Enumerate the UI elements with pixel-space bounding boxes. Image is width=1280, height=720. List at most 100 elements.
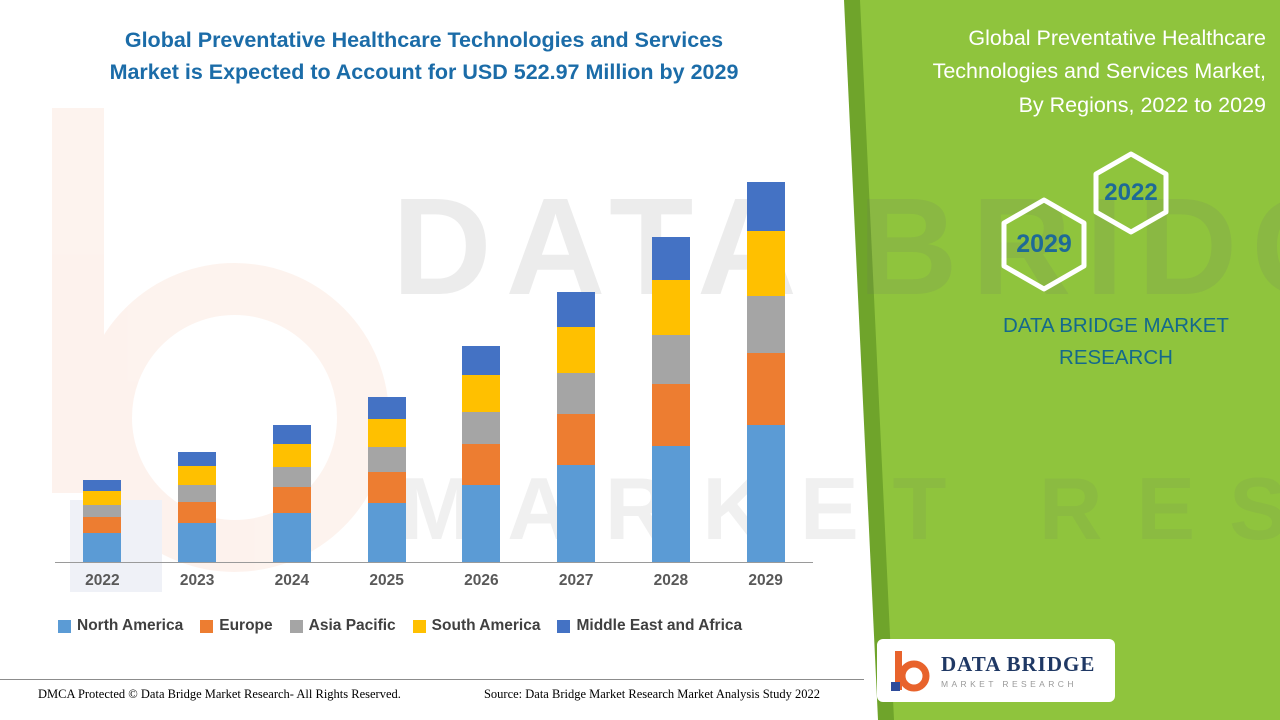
x-axis-labels: 2022 2023 2024 2025 2026 2027 2028 2029 xyxy=(55,572,813,590)
bar-segment-north-america xyxy=(178,522,217,562)
bar-segment-asia-pacific xyxy=(367,447,406,472)
data-bridge-logo-icon xyxy=(891,650,930,691)
x-axis-label: 2024 xyxy=(274,572,310,589)
side-panel-brand-text: DATA BRIDGE MARKET RESEARCH xyxy=(1003,314,1229,369)
stacked-bar xyxy=(557,291,596,562)
plot-area xyxy=(55,181,813,563)
hexagon-outline-icon xyxy=(1001,197,1087,292)
logo-name: DATA BRIDGE xyxy=(941,652,1096,676)
legend-item: Europe xyxy=(200,617,273,635)
bar-segment-north-america xyxy=(746,425,785,562)
legend-swatch-icon xyxy=(200,619,214,633)
chart-title-line1: Global Preventative Healthcare Technolog… xyxy=(124,28,724,52)
bar-segment-north-america xyxy=(367,503,406,562)
bar-segment-asia-pacific xyxy=(83,504,122,517)
bar-segment-europe xyxy=(83,516,122,533)
bar-segment-middle-east-and-africa xyxy=(367,397,406,419)
bar-segment-north-america xyxy=(272,513,311,562)
hexagon-2029: 2029 xyxy=(1000,197,1088,292)
legend-item: Middle East and Africa xyxy=(557,617,742,635)
legend-label: South America xyxy=(431,617,541,634)
bar-segment-south-america xyxy=(83,490,122,505)
bar-segment-asia-pacific xyxy=(272,466,311,488)
x-axis-label: 2027 xyxy=(558,572,594,589)
side-panel-background xyxy=(860,0,1280,720)
bar-segment-south-america xyxy=(272,443,311,467)
logo-subtext: MARKET RESEARCH xyxy=(941,679,1077,689)
bar-segment-north-america xyxy=(651,445,690,562)
stacked-bar-chart: 2022 2023 2024 2025 2026 2027 2028 2029 xyxy=(55,181,813,590)
bar-segment-europe xyxy=(557,413,596,466)
hexagon-year-label: 2022 xyxy=(1104,179,1158,206)
legend-swatch-icon xyxy=(557,619,571,633)
legend-swatch-icon xyxy=(412,619,426,633)
footer-source-text: Source: Data Bridge Market Research Mark… xyxy=(483,687,820,701)
bar-column xyxy=(529,291,624,562)
bar-segment-north-america xyxy=(83,532,122,562)
chart-legend: North America Europe Asia Pacific South Ame… xyxy=(58,617,742,635)
stacked-bar xyxy=(83,479,122,562)
hexagon-year-label: 2029 xyxy=(1016,230,1072,258)
bar-segment-middle-east-and-africa xyxy=(557,291,596,328)
bar-segment-asia-pacific xyxy=(178,485,217,502)
bar-column xyxy=(245,425,340,562)
x-axis-label: 2026 xyxy=(464,572,499,589)
bar-segment-europe xyxy=(462,444,501,485)
bar-segment-europe xyxy=(746,352,785,426)
stacked-bar xyxy=(272,425,311,562)
side-panel-title-line2: Technologies and Services Market, xyxy=(932,59,1266,84)
bar-segment-europe xyxy=(272,487,311,514)
bar-segment-middle-east-and-africa xyxy=(462,346,501,375)
company-logo-card: DATA BRIDGE MARKET RESEARCH xyxy=(877,639,1115,702)
legend-label: North America xyxy=(77,617,184,634)
stacked-bar xyxy=(178,452,217,562)
bar-column xyxy=(150,452,245,562)
legend-label: Europe xyxy=(219,617,273,634)
bar-column xyxy=(434,346,529,562)
stacked-bar xyxy=(462,346,501,562)
stacked-bar xyxy=(367,397,406,562)
bar-column xyxy=(339,397,434,562)
bar-segment-asia-pacific xyxy=(462,411,501,445)
bar-segment-europe xyxy=(367,471,406,504)
legend-item: Asia Pacific xyxy=(289,617,396,635)
bar-segment-middle-east-and-africa xyxy=(651,237,690,281)
bar-segment-north-america xyxy=(462,485,501,562)
hexagon-2022: 2022 xyxy=(1093,151,1169,235)
bar-segment-south-america xyxy=(367,418,406,448)
stacked-bar xyxy=(651,237,690,562)
side-panel-title-line3: By Regions, 2022 to 2029 xyxy=(1018,92,1266,117)
footer-dmca-text: DMCA Protected © Data Bridge Market Rese… xyxy=(38,687,401,701)
legend-label: Asia Pacific xyxy=(308,617,396,634)
footer: DMCA Protected © Data Bridge Market Rese… xyxy=(0,679,864,702)
x-axis-label: 2025 xyxy=(369,572,404,589)
legend-swatch-icon xyxy=(289,619,303,633)
x-axis-label: 2028 xyxy=(653,572,689,589)
bar-segment-south-america xyxy=(462,374,501,412)
bar-segment-asia-pacific xyxy=(746,296,785,353)
bar-segment-middle-east-and-africa xyxy=(178,452,217,467)
side-panel-title-line1: Global Preventative Healthcare xyxy=(968,26,1266,50)
bar-segment-middle-east-and-africa xyxy=(746,181,785,232)
logo-text-block: DATA BRIDGE MARKET RESEARCH xyxy=(941,652,1095,689)
bar-segment-south-america xyxy=(178,466,217,486)
chart-title: Global Preventative Healthcare Technolog… xyxy=(28,24,820,89)
x-axis-label: 2022 xyxy=(85,572,120,589)
legend-label: Middle East and Africa xyxy=(576,617,743,634)
bar-segment-south-america xyxy=(746,231,785,297)
bar-segment-south-america xyxy=(651,280,690,336)
bar-column xyxy=(718,181,813,562)
bar-segment-europe xyxy=(651,383,690,446)
bar-segment-middle-east-and-africa xyxy=(83,479,122,491)
stacked-bar xyxy=(746,181,785,562)
bar-segment-south-america xyxy=(557,327,596,374)
bar-segment-asia-pacific xyxy=(651,335,690,384)
legend-item: South America xyxy=(412,617,541,635)
bar-column xyxy=(624,237,719,562)
bar-segment-asia-pacific xyxy=(557,373,596,414)
side-panel-title: Global Preventative Healthcare Technolog… xyxy=(892,22,1266,122)
x-axis-label: 2029 xyxy=(748,572,783,589)
bar-segment-europe xyxy=(178,501,217,523)
legend-swatch-icon xyxy=(58,619,71,633)
chart-title-line2: Market is Expected to Account for USD 52… xyxy=(109,60,739,85)
